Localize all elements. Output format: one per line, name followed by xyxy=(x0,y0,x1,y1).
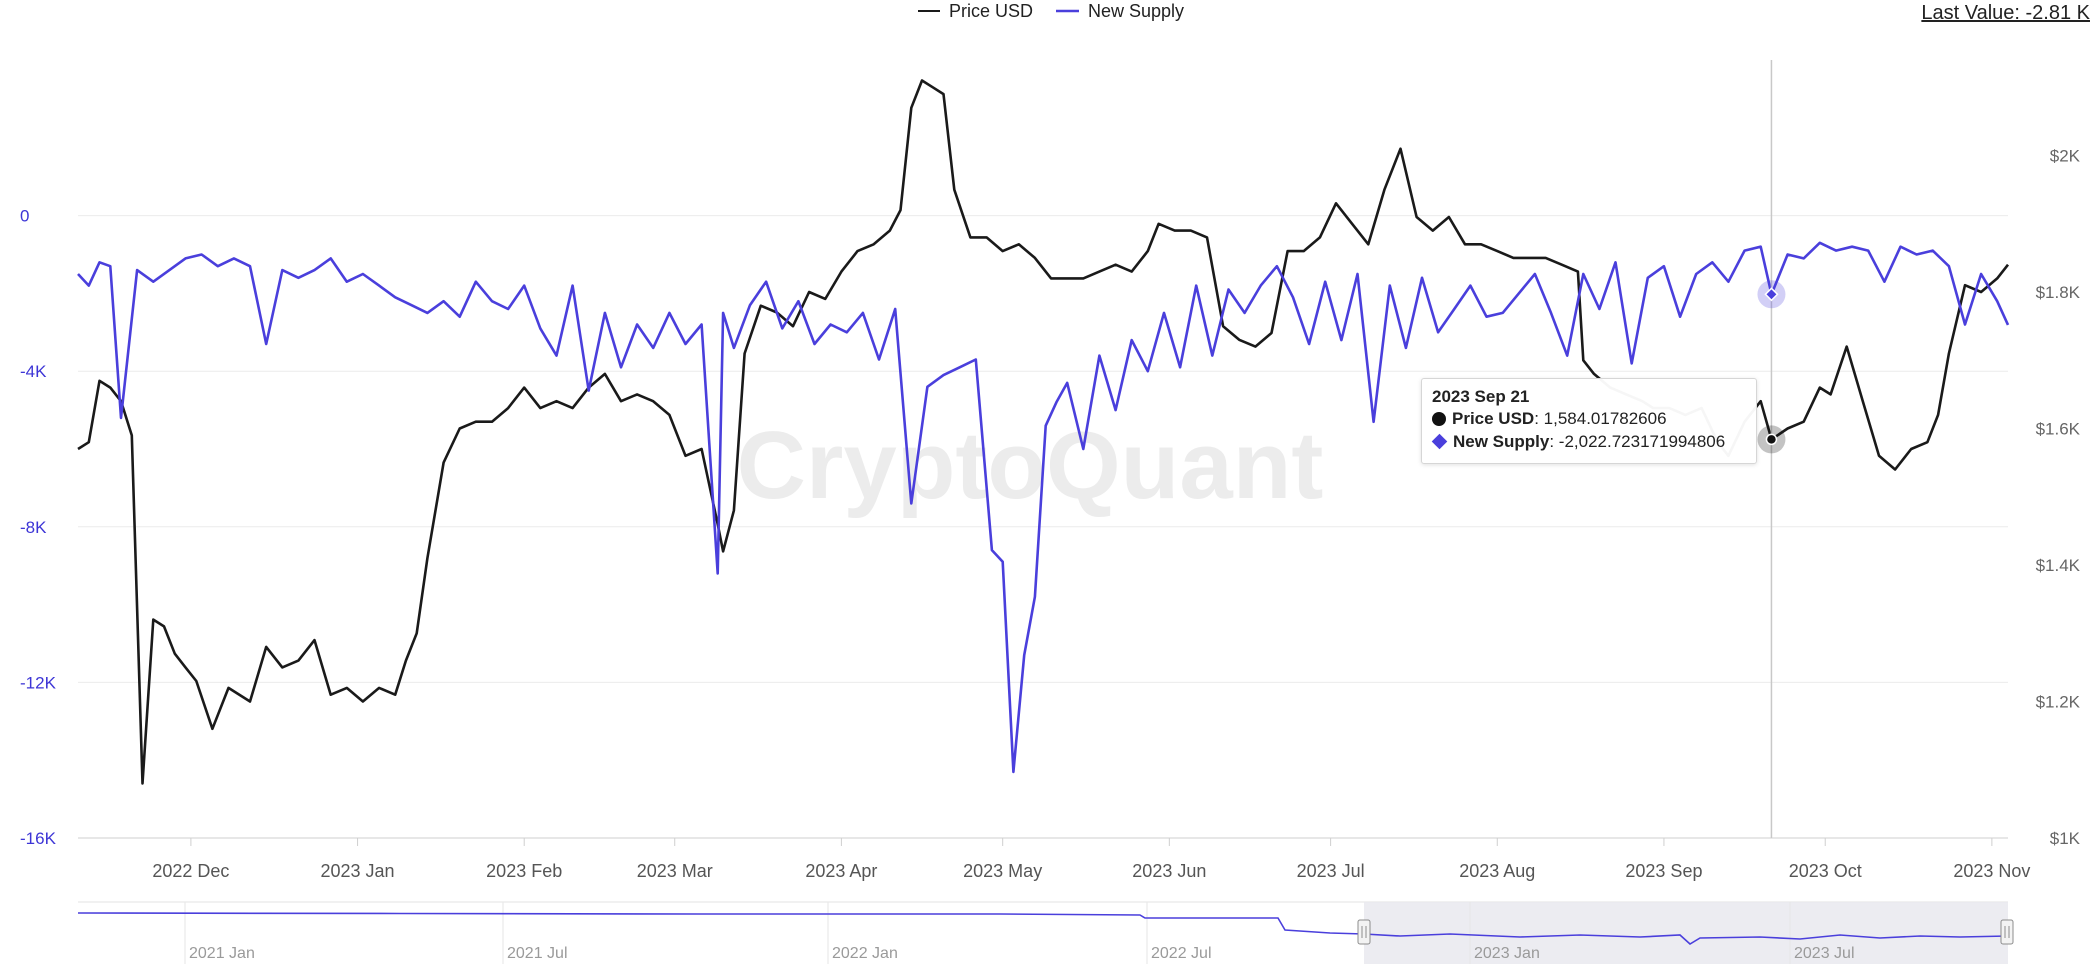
y-axis-right: $2K $1.8K $1.6K $1.4K $1.2K $1K xyxy=(2036,147,2081,848)
navigator-right-handle[interactable] xyxy=(2000,919,2014,945)
navigator-left-handle[interactable] xyxy=(1357,919,1371,945)
y-left-tick-label: -8K xyxy=(20,518,47,537)
legend-item-new-supply[interactable]: New Supply xyxy=(1056,1,1184,21)
tooltip-supply-value: : -2,022.723171994806 xyxy=(1549,432,1726,451)
x-tick-label: 2023 Jun xyxy=(1132,861,1206,881)
x-tick-label: 2023 May xyxy=(963,861,1042,881)
navigator-right-handle-grip[interactable] xyxy=(2000,919,2014,945)
navigator-selected-range[interactable] xyxy=(1364,902,2008,964)
navigator-ticks: 2021 Jan 2021 Jul 2022 Jan 2022 Jul 2023 Jan… xyxy=(184,902,1855,964)
tooltip-row-price: Price USD: 1,584.01782606 xyxy=(1432,409,1667,429)
hover-marker-supply xyxy=(1764,287,1779,302)
y-left-tick-label: -4K xyxy=(20,362,47,381)
y-right-tick-label: $1.4K xyxy=(2036,556,2081,575)
y-right-tick-label: $1.6K xyxy=(2036,420,2081,439)
hover-marker-price xyxy=(1765,433,1778,446)
diamond-marker-icon xyxy=(1431,433,1448,450)
navigator-tick-label: 2022 Jan xyxy=(832,945,898,962)
navigator-tick-label: 2023 Jan xyxy=(1474,945,1540,962)
x-tick-label: 2023 Mar xyxy=(637,861,713,881)
navigator[interactable]: 2021 Jan 2021 Jul 2022 Jan 2022 Jul 2023 Jan… xyxy=(77,901,2014,964)
y-right-tick-label: $1.8K xyxy=(2036,283,2081,302)
x-tick-label: 2023 Jul xyxy=(1297,861,1365,881)
y-left-tick-label: -16K xyxy=(20,829,57,848)
x-axis: 2022 Dec 2023 Jan 2023 Feb 2023 Mar 2023 Apr… xyxy=(78,837,2030,881)
series-line-new-supply xyxy=(77,241,2010,774)
tooltip: 2023 Sep 21 Price USD: 1,584.01782606 Ne… xyxy=(1421,378,1757,464)
last-value-label[interactable]: Last Value: -2.81 K xyxy=(1921,2,2090,24)
y-left-tick-label: 0 xyxy=(20,207,29,226)
y-right-tick-label: $1K xyxy=(2050,829,2081,848)
navigator-tick-label: 2023 Jul xyxy=(1794,945,1855,962)
tooltip-price-value: : 1,584.01782606 xyxy=(1534,409,1667,428)
y-right-tick-label: $1.2K xyxy=(2036,693,2081,712)
navigator-tick-label: 2021 Jan xyxy=(189,945,255,962)
x-tick-label: 2023 Oct xyxy=(1789,861,1862,881)
watermark: CryptoQuant xyxy=(737,412,1324,519)
tooltip-row-supply: New Supply: -2,022.723171994806 xyxy=(1431,432,1726,452)
navigator-tick-label: 2021 Jul xyxy=(507,945,568,962)
circle-marker-icon xyxy=(1432,412,1446,426)
y-left-tick-label: -12K xyxy=(20,673,57,692)
x-tick-label: 2023 Feb xyxy=(486,861,562,881)
legend: Price USD New Supply xyxy=(918,1,1184,21)
tooltip-date: 2023 Sep 21 xyxy=(1432,387,1530,406)
navigator-left-handle-grip[interactable] xyxy=(1357,919,1371,945)
y-right-tick-label: $2K xyxy=(2050,147,2081,166)
x-tick-label: 2023 Nov xyxy=(1953,861,2030,881)
tooltip-price-label: Price USD xyxy=(1452,409,1535,428)
legend-label-price: Price USD xyxy=(949,1,1033,21)
navigator-series-line xyxy=(77,912,2009,945)
x-tick-label: 2023 Jan xyxy=(321,861,395,881)
legend-item-price[interactable]: Price USD xyxy=(918,1,1033,21)
legend-label-new-supply: New Supply xyxy=(1088,1,1184,21)
x-tick-label: 2023 Apr xyxy=(805,861,877,881)
x-tick-label: 2023 Aug xyxy=(1459,861,1535,881)
navigator-tick-label: 2022 Jul xyxy=(1151,945,1212,962)
x-tick-label: 2022 Dec xyxy=(152,861,229,881)
gridlines xyxy=(78,215,2008,839)
y-axis-left: 0 -4K -8K -12K -16K xyxy=(20,207,57,848)
tooltip-supply-label: New Supply xyxy=(1453,432,1550,451)
x-tick-label: 2023 Sep xyxy=(1625,861,1702,881)
